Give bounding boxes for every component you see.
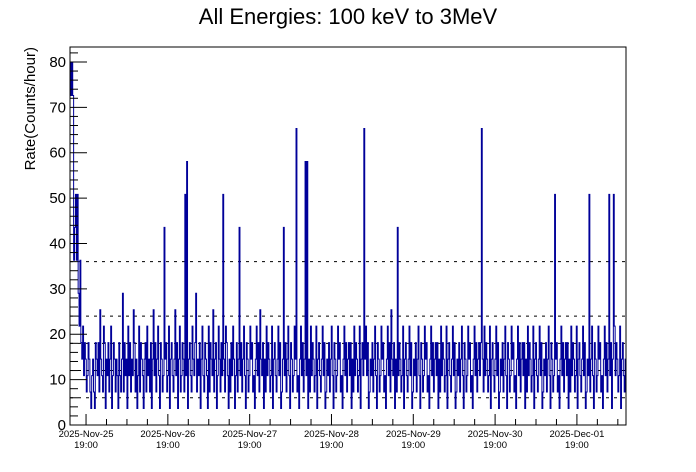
y-tick-label: 80 (49, 54, 66, 71)
x-tick-time: 19:00 (565, 440, 589, 451)
y-axis-label: Rate(Counts/hour) (22, 47, 39, 170)
x-tick-time: 19:00 (401, 440, 425, 451)
x-tick-date: 2025-Nov-25 (59, 429, 114, 440)
y-tick-label: 40 (49, 235, 66, 252)
x-tick-time: 19:00 (483, 440, 507, 451)
y-tick-label: 70 (49, 99, 66, 116)
chart-title: All Energies: 100 keV to 3MeV (199, 4, 498, 29)
x-tick-time: 19:00 (238, 440, 262, 451)
y-tick-label: 30 (49, 281, 66, 298)
x-tick-time: 19:00 (156, 440, 180, 451)
x-tick-date: 2025-Nov-26 (140, 429, 195, 440)
y-tick-label: 50 (49, 190, 66, 207)
x-tick-date: 2025-Nov-27 (222, 429, 277, 440)
x-tick-date: 2025-Nov-30 (468, 429, 523, 440)
plot-area (69, 62, 627, 425)
x-tick-date: 2025-Nov-28 (304, 429, 359, 440)
x-tick-date: 2025-Nov-29 (386, 429, 441, 440)
x-tick-time: 19:00 (320, 440, 344, 451)
series-rate-line (69, 62, 627, 425)
plot-frame (69, 46, 627, 426)
y-tick-label: 10 (49, 372, 66, 389)
y-tick-label: 0 (58, 417, 66, 434)
x-axis: 2025-Nov-2519:002025-Nov-2619:002025-Nov… (59, 414, 619, 451)
x-tick-date: 2025-Dec-01 (549, 429, 604, 440)
y-tick-label: 60 (49, 145, 66, 162)
y-axis: 0 10 20 30 40 50 60 70 80 (49, 52, 87, 434)
y-tick-label: 20 (49, 326, 66, 343)
x-tick-time: 19:00 (74, 440, 98, 451)
